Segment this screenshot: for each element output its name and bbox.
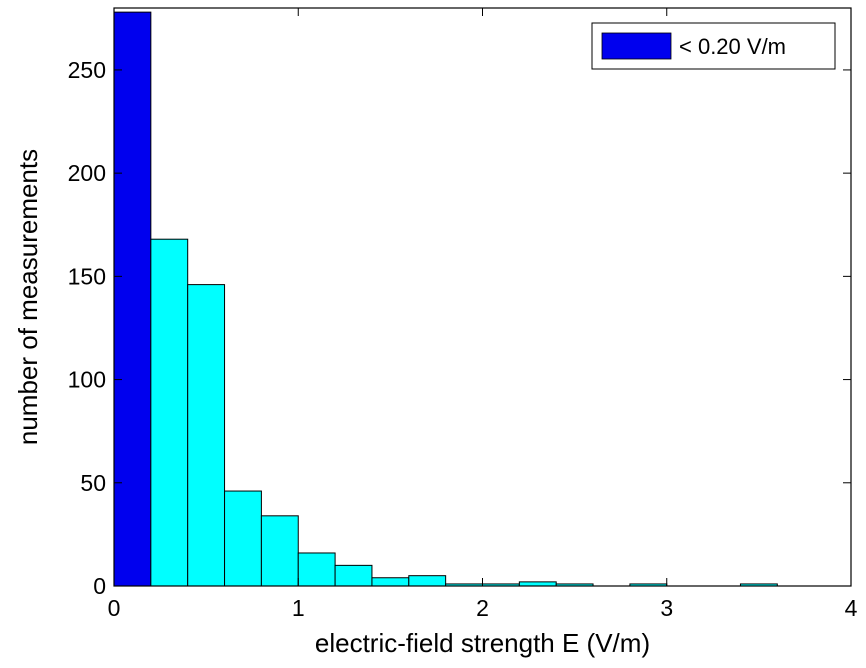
legend-swatch [601, 32, 672, 60]
histogram-bar [518, 581, 557, 587]
x-axis-label: electric-field strength E (V/m) [315, 628, 650, 658]
y-tick-label: 50 [80, 470, 106, 496]
x-tick-label: 1 [292, 595, 305, 621]
x-tick-label: 0 [108, 595, 121, 621]
y-tick-label: 200 [68, 160, 106, 186]
y-tick-label: 250 [68, 57, 106, 83]
ticks-layer [113, 8, 852, 587]
histogram-bar [260, 515, 299, 587]
histogram-bar [113, 11, 152, 587]
histogram-bar [408, 575, 447, 587]
y-axis-label: number of measurements [13, 149, 43, 445]
bars-layer [113, 11, 778, 587]
legend: < 0.20 V/m [591, 22, 836, 70]
histogram-bar [371, 577, 410, 587]
histogram-bar [297, 552, 336, 587]
x-tick-label: 3 [660, 595, 673, 621]
x-tick-label: 4 [845, 595, 858, 621]
y-tick-label: 0 [93, 573, 106, 599]
histogram-bar [224, 490, 262, 587]
histogram-bar [150, 238, 189, 587]
y-tick-label: 100 [68, 367, 106, 393]
y-tick-label: 150 [68, 263, 106, 289]
x-tick-label: 2 [476, 595, 489, 621]
histogram-bar [334, 564, 373, 587]
legend-label: < 0.20 V/m [679, 34, 786, 59]
tick-labels-layer: 0 1 2 3 4 0 50 100 150 200 250 [68, 57, 858, 621]
histogram-bar [187, 284, 226, 587]
